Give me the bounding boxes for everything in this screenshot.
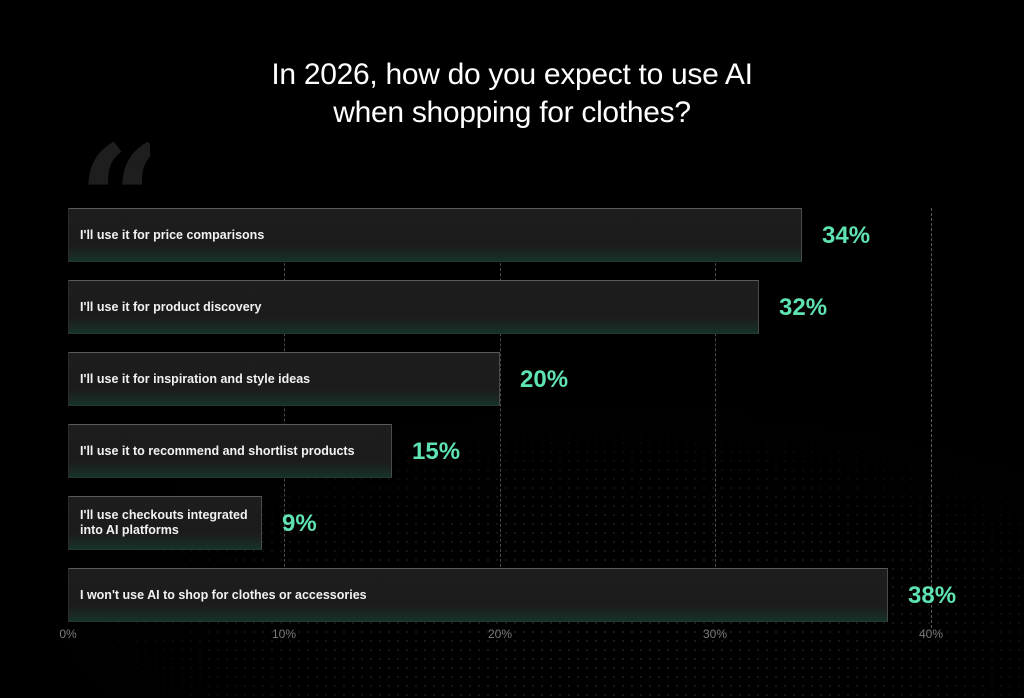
x-tick-10: 10% (271, 627, 297, 641)
x-tick-20: 20% (487, 627, 513, 641)
gridline-40 (931, 208, 932, 628)
chart-title-line-1: In 2026, how do you expect to use AI (271, 58, 753, 91)
bar-label: I'll use it for price comparisons (80, 227, 265, 242)
bar-value: 20% (520, 366, 569, 393)
bar-label: I'll use checkouts integrated into AI pl… (80, 508, 248, 537)
bar-label: I'll use it for inspiration and style id… (80, 371, 311, 386)
bar-label: I'll use it to recommend and shortlist p… (80, 443, 355, 458)
gridline-20 (500, 208, 501, 622)
bar-label: I won't use AI to shop for clothes or ac… (80, 587, 367, 602)
bar-wont-use-ai: I won't use AI to shop for clothes or ac… (68, 568, 888, 622)
bar-value: 15% (412, 438, 461, 465)
x-tick-0: 0% (59, 627, 77, 641)
bar-product-discovery: I'll use it for product discovery (68, 280, 759, 334)
bar-value: 34% (822, 222, 871, 249)
chart-title-line-2: when shopping for clothes? (333, 96, 691, 129)
x-tick-40: 40% (918, 627, 944, 641)
bar-value: 32% (779, 294, 828, 321)
bar-value: 38% (908, 582, 957, 609)
bar-price-comparisons: I'll use it for price comparisons (68, 208, 802, 262)
chart-title: In 2026, how do you expect to use AI whe… (0, 56, 1024, 132)
bar-label: I'll use it for product discovery (80, 299, 262, 314)
gridline-10 (284, 208, 285, 622)
bar-ai-checkouts: I'll use checkouts integrated into AI pl… (68, 496, 262, 550)
bar-inspiration-style: I'll use it for inspiration and style id… (68, 352, 500, 406)
x-tick-30: 30% (702, 627, 728, 641)
bar-recommend-shortlist: I'll use it to recommend and shortlist p… (68, 424, 392, 478)
bar-value: 9% (282, 510, 317, 537)
gridline-30 (715, 208, 716, 622)
